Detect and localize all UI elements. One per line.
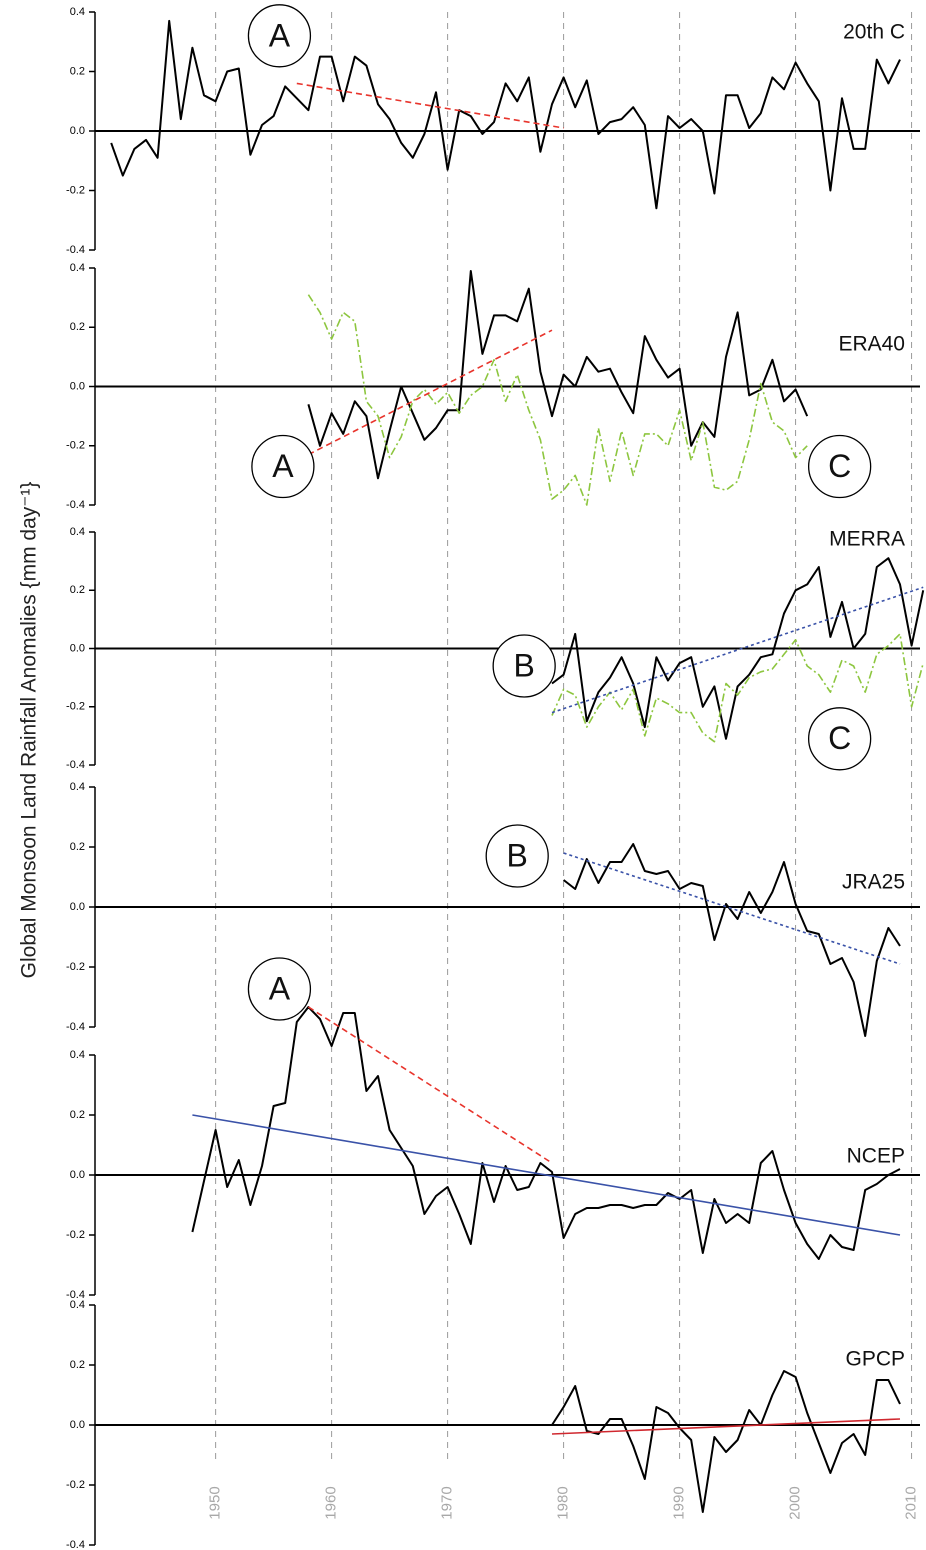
panel-title: NCEP: [847, 1145, 905, 1168]
y-tick-label: 0.2: [70, 65, 85, 77]
series-line: [307, 1006, 553, 1164]
annotation-label: C: [828, 448, 851, 484]
annotation-label: C: [828, 720, 851, 756]
y-tick-label: 0.4: [70, 6, 85, 18]
annotation-label: A: [269, 970, 291, 1006]
y-tick-label: 0.0: [70, 1419, 85, 1431]
y-tick-label: 0.4: [70, 1299, 85, 1311]
y-tick-label: -0.4: [66, 1021, 85, 1033]
x-tick-label: 1970: [439, 1486, 456, 1519]
series-line: [551, 586, 924, 714]
panel-title: ERA40: [838, 333, 905, 356]
y-tick-label: -0.2: [66, 1229, 85, 1241]
x-tick-label: 2000: [787, 1486, 804, 1519]
x-tick-label: 1950: [207, 1486, 224, 1519]
series-line: [296, 82, 564, 129]
annotation-circle: [485, 824, 549, 888]
panel-title: 20th C: [843, 21, 905, 44]
series-line: [307, 270, 809, 480]
annotation-label: B: [507, 837, 528, 873]
y-tick-label: 0.0: [70, 901, 85, 913]
series-line: [563, 852, 901, 965]
annotation-label: A: [272, 448, 294, 484]
y-tick-label: 0.0: [70, 125, 85, 137]
series-line: [551, 633, 924, 743]
series-line: [192, 1114, 901, 1236]
y-tick-label: -0.2: [66, 1479, 85, 1491]
annotation-circle: [247, 4, 312, 68]
series-line: [551, 557, 925, 740]
x-tick-label: 1980: [555, 1486, 572, 1519]
panel-title: GPCP: [845, 1348, 905, 1371]
series-line: [307, 294, 808, 506]
panel-title: JRA25: [842, 871, 905, 894]
annotation-circle: [251, 434, 315, 499]
y-tick-label: 0.2: [70, 1109, 85, 1121]
x-tick-label: 2010: [903, 1486, 920, 1519]
y-tick-label: 0.4: [70, 1049, 85, 1061]
x-tick-label: 1990: [671, 1486, 688, 1519]
y-tick-label: 0.2: [70, 584, 85, 596]
y-tick-label: 0.4: [70, 526, 85, 538]
y-tick-label: -0.4: [66, 1539, 85, 1550]
annotation-circle: [247, 957, 312, 1021]
y-tick-label: -0.2: [66, 440, 85, 452]
y-tick-label: -0.2: [66, 701, 85, 713]
y-tick-label: 0.2: [70, 841, 85, 853]
y-tick-label: -0.4: [66, 499, 85, 511]
y-tick-label: -0.2: [66, 184, 85, 196]
annotation-circle: [807, 707, 872, 771]
panel-title: MERRA: [829, 528, 905, 551]
annotation-circle: [492, 634, 556, 698]
y-axis-label: Global Monsoon Land Rainfall Anomalies {…: [18, 482, 41, 979]
y-tick-label: -0.4: [66, 1289, 85, 1301]
y-tick-label: 0.2: [70, 321, 85, 333]
y-tick-label: 0.0: [70, 380, 85, 392]
y-tick-label: 0.0: [70, 642, 85, 654]
annotation-label: B: [513, 647, 534, 683]
y-tick-label: 0.4: [70, 262, 85, 274]
series-line: [551, 1370, 901, 1513]
annotation-circle: [807, 434, 872, 499]
series-line: [562, 843, 901, 1037]
y-tick-label: 0.0: [70, 1169, 85, 1181]
series-line: [110, 19, 901, 210]
y-tick-label: -0.4: [66, 244, 85, 256]
x-tick-label: 1960: [323, 1486, 340, 1519]
y-tick-label: 0.4: [70, 781, 85, 793]
series-line: [308, 329, 553, 456]
y-tick-label: -0.2: [66, 961, 85, 973]
annotation-label: A: [269, 17, 291, 53]
y-tick-label: -0.4: [66, 759, 85, 771]
series-line: [551, 1418, 901, 1435]
y-tick-label: 0.2: [70, 1359, 85, 1371]
